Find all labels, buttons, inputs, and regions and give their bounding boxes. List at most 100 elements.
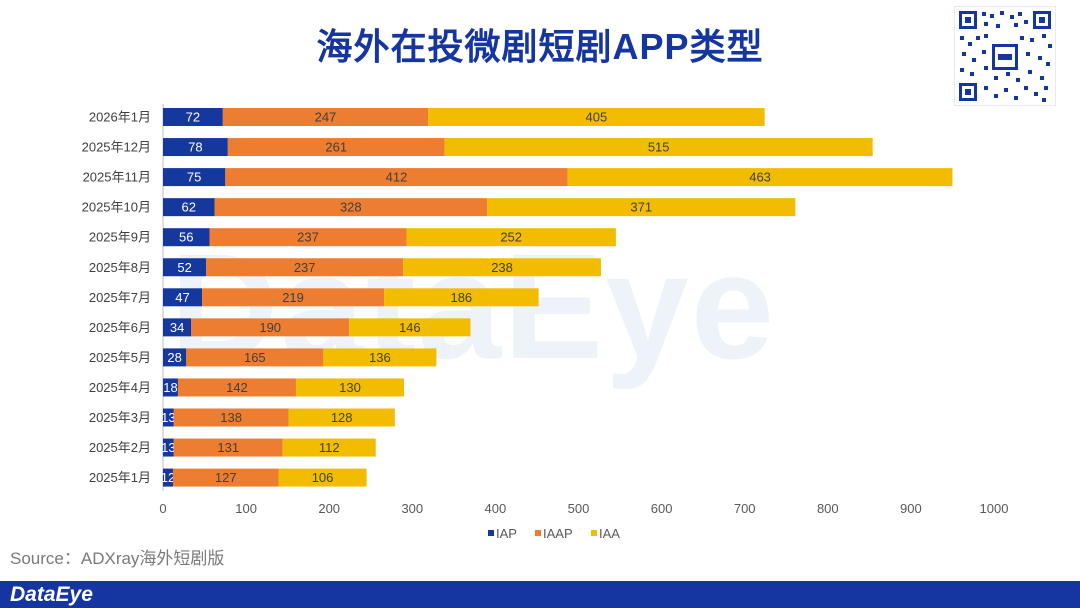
data-label-iaap: 131 bbox=[217, 440, 239, 455]
brand-logo: DataEye bbox=[10, 583, 93, 606]
data-label-iaap: 237 bbox=[294, 260, 316, 275]
data-label-iaa: 146 bbox=[399, 320, 421, 335]
legend-label-iap: IAP bbox=[496, 526, 517, 541]
bar-iaa bbox=[278, 468, 367, 487]
data-label-iaap: 412 bbox=[386, 170, 408, 185]
data-label-iaa: 463 bbox=[749, 170, 771, 185]
category-label: 2025年5月 bbox=[89, 350, 151, 365]
legend-swatch-iaap bbox=[535, 530, 541, 536]
bar-iaap bbox=[191, 318, 350, 337]
x-tick-label: 800 bbox=[817, 501, 839, 516]
bar-iaa bbox=[567, 168, 953, 187]
bar-iaap bbox=[222, 108, 429, 126]
bar-iap bbox=[163, 228, 210, 247]
data-label-iaap: 165 bbox=[244, 350, 266, 365]
legend-swatch-iap bbox=[488, 530, 494, 536]
data-label-iaa: 515 bbox=[648, 140, 670, 155]
data-label-iap: 62 bbox=[182, 200, 196, 215]
qr-code-icon bbox=[954, 6, 1056, 106]
x-tick-label: 200 bbox=[318, 501, 340, 516]
x-tick-label: 300 bbox=[401, 501, 423, 516]
data-label-iaa: 106 bbox=[312, 470, 334, 485]
stacked-bar-chart: 2026年1月 72 247 405 2025年12月 78 261 515 2025年11月 7… bbox=[82, 104, 1008, 541]
category-label: 2025年10月 bbox=[82, 200, 151, 215]
data-label-iaa: 238 bbox=[491, 260, 513, 275]
data-label-iaap: 261 bbox=[325, 140, 347, 155]
legend-label-iaa: IAA bbox=[599, 526, 620, 541]
legend-swatch-iaa bbox=[591, 530, 597, 536]
data-label-iaap: 328 bbox=[340, 200, 362, 215]
bar-iaa bbox=[487, 198, 796, 217]
data-label-iap: 13 bbox=[161, 440, 175, 455]
bar-iaa bbox=[428, 108, 765, 126]
x-tick-label: 900 bbox=[900, 501, 922, 516]
bar-iap bbox=[163, 168, 226, 187]
bar-iaap bbox=[172, 468, 279, 487]
data-label-iaap: 219 bbox=[282, 290, 304, 305]
category-label: 2025年9月 bbox=[89, 230, 151, 245]
data-label-iaa: 112 bbox=[319, 440, 340, 455]
data-label-iaa: 371 bbox=[630, 200, 652, 215]
bar-iaa bbox=[444, 138, 873, 157]
legend-label-iaap: IAAP bbox=[543, 526, 573, 541]
data-label-iaa: 128 bbox=[331, 410, 353, 425]
source-note: Source：ADXray海外短剧版 bbox=[10, 549, 225, 568]
category-label: 2025年3月 bbox=[89, 410, 151, 425]
category-label: 2025年11月 bbox=[83, 170, 151, 185]
bar-iap bbox=[163, 408, 174, 427]
category-label: 2025年6月 bbox=[89, 320, 151, 335]
data-label-iap: 52 bbox=[177, 260, 191, 275]
bar-iaa bbox=[403, 258, 601, 277]
category-label: 2025年2月 bbox=[89, 440, 151, 455]
data-label-iaa: 186 bbox=[450, 290, 472, 305]
data-label-iap: 47 bbox=[175, 290, 189, 305]
data-label-iap: 56 bbox=[179, 230, 193, 245]
chart-title: 海外在投微剧短剧APP类型 bbox=[316, 26, 764, 67]
x-tick-label: 700 bbox=[734, 501, 756, 516]
bar-iap bbox=[163, 438, 174, 457]
data-label-iap: 78 bbox=[188, 140, 202, 155]
bar-iaap bbox=[173, 408, 289, 427]
footer-bar: DataEye bbox=[0, 581, 1080, 608]
data-label-iap: 12 bbox=[161, 470, 175, 485]
bar-iap bbox=[163, 378, 178, 397]
data-label-iaap: 247 bbox=[315, 110, 337, 125]
bar-iaap bbox=[214, 198, 488, 217]
bar-iaap bbox=[206, 258, 404, 277]
category-label: 2025年4月 bbox=[89, 380, 151, 395]
data-label-iap: 18 bbox=[163, 380, 177, 395]
x-tick-label: 0 bbox=[159, 501, 166, 516]
data-label-iaa: 136 bbox=[369, 350, 391, 365]
bar-iaap bbox=[177, 378, 296, 397]
bar-iaap bbox=[225, 168, 568, 187]
bar-iap bbox=[163, 348, 187, 367]
data-label-iap: 75 bbox=[187, 170, 201, 185]
data-label-iaap: 142 bbox=[226, 380, 248, 395]
bar-iaa bbox=[288, 408, 395, 427]
bar-iaap bbox=[173, 438, 283, 457]
bar-iaa bbox=[323, 348, 437, 367]
bar-iap bbox=[163, 288, 203, 307]
x-tick-label: 400 bbox=[485, 501, 507, 516]
category-label: 2025年7月 bbox=[89, 290, 151, 305]
data-label-iaap: 138 bbox=[220, 410, 242, 425]
data-label-iaa: 405 bbox=[586, 110, 608, 125]
category-label: 2025年12月 bbox=[82, 140, 151, 155]
bar-iap bbox=[163, 258, 207, 277]
bar-iap bbox=[163, 108, 223, 126]
bar-iap bbox=[163, 468, 173, 487]
data-label-iaap: 237 bbox=[297, 230, 319, 245]
data-label-iaa: 252 bbox=[500, 230, 522, 245]
x-tick-label: 500 bbox=[568, 501, 590, 516]
data-label-iap: 34 bbox=[170, 320, 184, 335]
data-label-iap: 28 bbox=[167, 350, 181, 365]
x-tick-label: 100 bbox=[235, 501, 257, 516]
bar-iaa bbox=[406, 228, 616, 247]
x-tick-label: 600 bbox=[651, 501, 673, 516]
bar-iaa bbox=[384, 288, 539, 307]
bar-iaap bbox=[186, 348, 324, 367]
bar-iap bbox=[163, 318, 192, 337]
data-label-iaap: 127 bbox=[215, 470, 237, 485]
data-label-iaa: 130 bbox=[339, 380, 361, 395]
bar-iap bbox=[163, 138, 228, 157]
